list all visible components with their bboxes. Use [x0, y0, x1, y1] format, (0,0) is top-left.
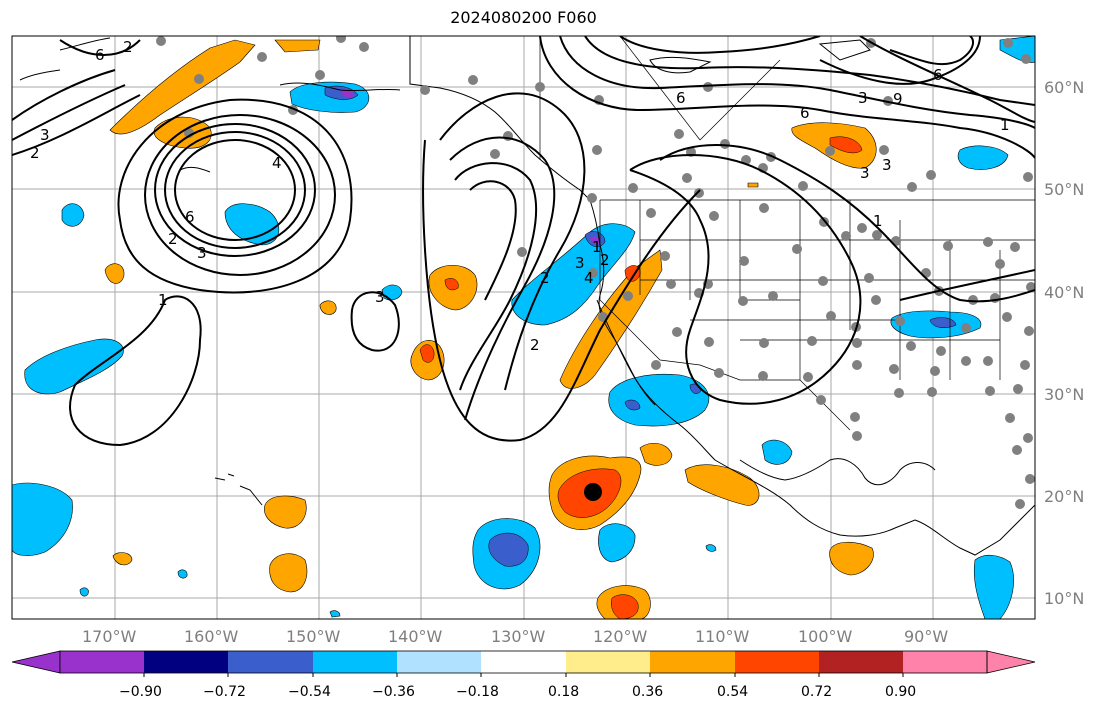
contour-label: 6: [185, 208, 195, 226]
contour-label: 2: [600, 251, 610, 269]
contour-label: 3: [882, 156, 892, 174]
lon-label: 100°W: [798, 627, 853, 646]
lat-label: 50°N: [1044, 180, 1085, 199]
contour-label: 4: [584, 269, 594, 287]
contour-label: 3: [40, 126, 50, 144]
lon-label: 160°W: [184, 627, 239, 646]
contour-label: 6: [676, 89, 686, 107]
lat-label: 40°N: [1044, 283, 1085, 302]
contour-label: 2: [30, 144, 40, 162]
colorbar: [11, 650, 1036, 677]
colorbar-tick-label: 0.36: [632, 684, 664, 700]
contour-lines: [12, 36, 1035, 447]
lat-label: 20°N: [1044, 487, 1085, 506]
contour-label: 6: [95, 46, 105, 64]
contour-label: 1: [592, 238, 602, 256]
contour-label: 3: [375, 288, 385, 306]
lon-label: 90°W: [904, 627, 949, 646]
colorbar-tick-label: −0.36: [372, 684, 415, 700]
lon-label: 120°W: [593, 627, 648, 646]
lon-label: 150°W: [286, 627, 341, 646]
map-border: [11, 35, 1036, 620]
lon-label: 140°W: [388, 627, 443, 646]
contour-label: 3: [575, 254, 585, 272]
contour-labels: 6 3 2 6 3 2 1 4 3 2 1 3 2 4 2 6 3 6 3 3 …: [30, 38, 1010, 354]
contour-label: 6: [800, 104, 810, 122]
contour-label: 9: [893, 90, 903, 108]
contour-label: 2: [540, 269, 550, 287]
lat-label: 60°N: [1044, 78, 1085, 97]
lon-label: 130°W: [491, 627, 546, 646]
lon-label: 170°W: [82, 627, 137, 646]
colorbar-tick-label: 0.90: [885, 684, 917, 700]
contour-label: 1: [1000, 116, 1010, 134]
storm-center-marker: [584, 483, 602, 501]
contour-label: 3: [860, 164, 870, 182]
contour-label: 2: [168, 230, 178, 248]
lon-label: 110°W: [695, 627, 750, 646]
colorbar-tick-label: 0.18: [548, 684, 580, 700]
colorbar-tick-label: −0.18: [456, 684, 499, 700]
lat-label: 30°N: [1044, 385, 1085, 404]
contour-label: 2: [530, 336, 540, 354]
colorbar-tick-label: 0.54: [717, 684, 749, 700]
contour-label: 1: [873, 212, 883, 230]
colorbar-tick-label: 0.72: [801, 684, 833, 700]
lat-label: 10°N: [1044, 589, 1085, 608]
contour-label: 2: [123, 38, 133, 56]
contour-label: 6: [933, 66, 943, 84]
map-title: 2024080200 F060: [450, 8, 597, 27]
contour-label: 4: [272, 154, 282, 172]
contour-label: 3: [858, 89, 868, 107]
colorbar-tick-label: −0.72: [203, 684, 246, 700]
colorbar-tick-label: −0.90: [119, 684, 162, 700]
station-dots: [156, 36, 1035, 509]
contour-label: 1: [158, 291, 168, 309]
colorbar-tick-label: −0.54: [288, 684, 331, 700]
contour-label: 3: [197, 244, 207, 262]
